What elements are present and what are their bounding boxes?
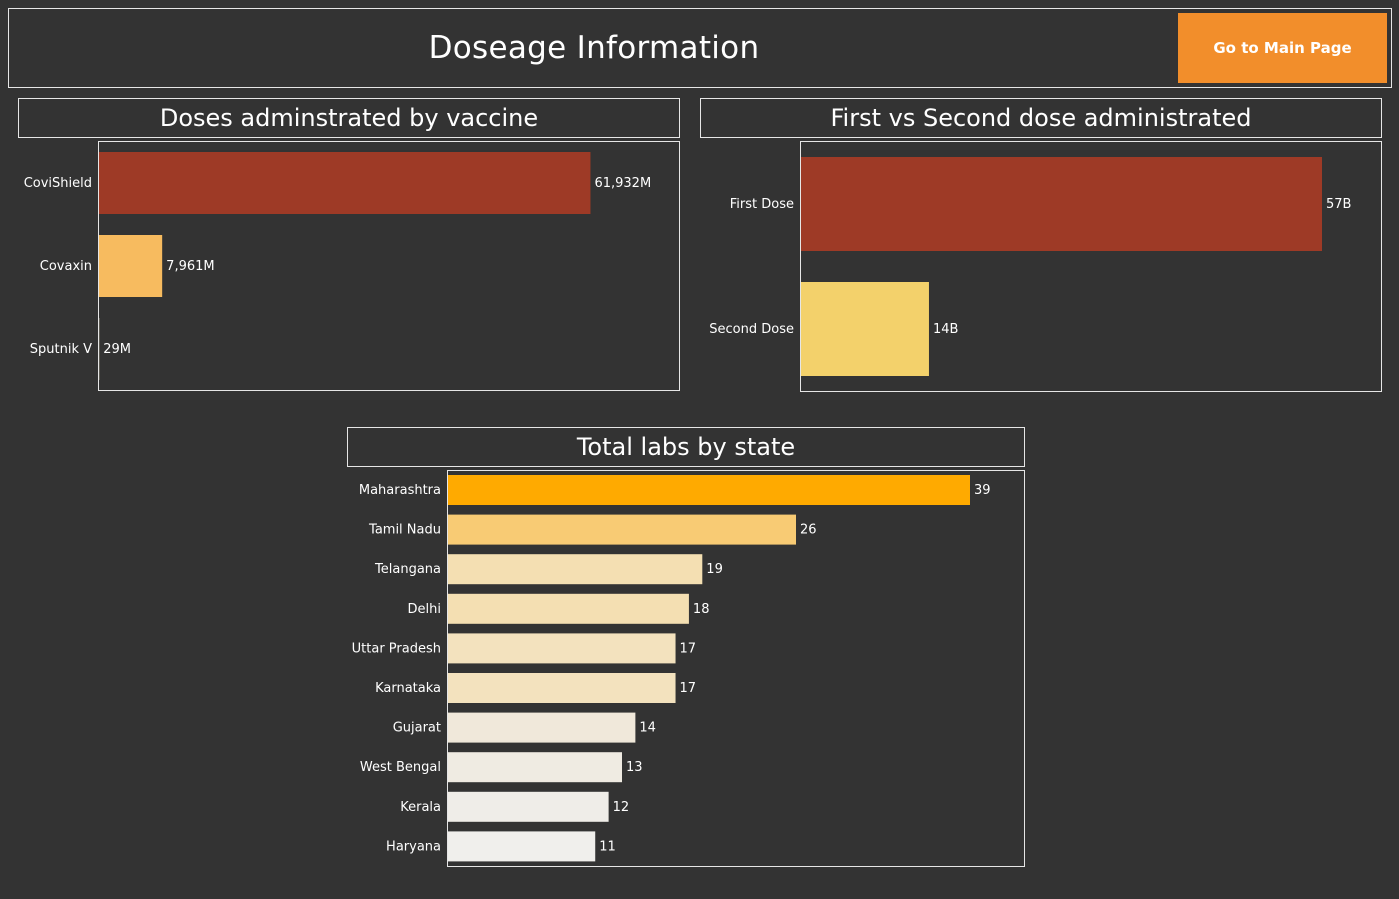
value-label: 29M bbox=[103, 342, 131, 357]
bar[interactable] bbox=[448, 593, 689, 624]
category-label: Karnataka bbox=[375, 681, 441, 696]
bar[interactable] bbox=[801, 282, 929, 376]
value-label: 13 bbox=[626, 760, 643, 775]
bar[interactable] bbox=[99, 235, 163, 297]
bar[interactable] bbox=[448, 831, 596, 862]
bar[interactable] bbox=[448, 791, 609, 822]
value-label: 39 bbox=[974, 483, 991, 498]
category-label: Maharashtra bbox=[359, 483, 441, 498]
value-label: 14B bbox=[933, 322, 958, 337]
go-to-main-page-button[interactable]: Go to Main Page bbox=[1178, 13, 1387, 83]
value-label: 18 bbox=[693, 602, 710, 617]
labs-chart-title: Total labs by state bbox=[347, 427, 1025, 467]
value-label: 11 bbox=[599, 839, 616, 854]
category-label: West Bengal bbox=[360, 760, 441, 775]
bar[interactable] bbox=[448, 554, 703, 585]
category-label: Second Dose bbox=[709, 322, 794, 337]
dose-chart-title: First vs Second dose administrated bbox=[700, 98, 1382, 138]
category-label: Uttar Pradesh bbox=[352, 641, 441, 656]
page-title: Doseage Information bbox=[428, 30, 760, 66]
vaccine-chart: CoviShield 61,932M Covaxin 7,961M Sputnik V 2… bbox=[24, 152, 651, 380]
header-bar: Doseage Information bbox=[8, 8, 1392, 88]
category-label: Gujarat bbox=[393, 721, 441, 736]
category-label: Delhi bbox=[408, 602, 441, 617]
category-label: Telangana bbox=[374, 562, 441, 577]
category-label: Haryana bbox=[386, 839, 441, 854]
bar[interactable] bbox=[99, 152, 591, 214]
value-label: 12 bbox=[613, 800, 630, 815]
value-label: 14 bbox=[639, 721, 656, 736]
category-label: Tamil Nadu bbox=[368, 523, 441, 538]
labs-chart: Maharashtra 39 Tamil Nadu 26 Telangana 19 Delh… bbox=[352, 475, 991, 862]
bar[interactable] bbox=[448, 633, 676, 664]
category-label: CoviShield bbox=[24, 176, 92, 191]
value-label: 57B bbox=[1326, 197, 1351, 212]
bar[interactable] bbox=[448, 712, 636, 743]
category-label: First Dose bbox=[730, 197, 794, 212]
bar[interactable] bbox=[448, 514, 796, 545]
category-label: Sputnik V bbox=[30, 342, 92, 357]
bar[interactable] bbox=[448, 475, 970, 505]
bar[interactable] bbox=[448, 673, 676, 703]
value-label: 7,961M bbox=[166, 259, 214, 274]
dose-chart: First Dose 57B Second Dose 14B bbox=[709, 157, 1351, 376]
value-label: 26 bbox=[800, 523, 817, 538]
dose-chart-frame bbox=[800, 141, 1382, 392]
value-label: 19 bbox=[706, 562, 723, 577]
vaccine-chart-title: Doses adminstrated by vaccine bbox=[18, 98, 680, 138]
category-label: Covaxin bbox=[40, 259, 92, 274]
category-label: Kerala bbox=[400, 800, 441, 815]
bar[interactable] bbox=[448, 752, 622, 783]
value-label: 17 bbox=[680, 681, 697, 696]
labs-chart-frame bbox=[447, 470, 1025, 867]
value-label: 61,932M bbox=[594, 176, 651, 191]
value-label: 17 bbox=[680, 641, 697, 656]
vaccine-chart-frame bbox=[98, 141, 680, 391]
bar[interactable] bbox=[801, 157, 1322, 251]
